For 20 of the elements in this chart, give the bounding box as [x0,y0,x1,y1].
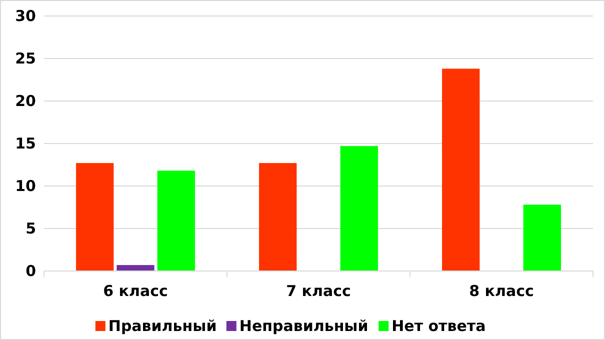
bar [76,163,114,271]
y-tick-label: 20 [15,92,36,110]
bar [259,163,297,271]
bar [116,265,154,271]
bar [340,146,378,271]
bar [523,204,561,271]
bar [442,68,480,271]
y-tick-label: 15 [15,134,36,152]
legend-label: Правильный [108,317,217,335]
y-tick-label: 25 [15,50,36,68]
x-tick-label: 7 класс [286,282,351,300]
y-tick-label: 30 [15,7,36,25]
legend-label: Неправильный [239,317,368,335]
legend-label: Нет ответа [392,317,486,335]
y-tick-label: 0 [26,262,36,280]
y-tick-label: 10 [15,177,36,195]
x-tick-label: 8 класс [469,282,534,300]
x-tick-label: 6 класс [103,282,168,300]
y-tick-label: 5 [26,220,36,238]
bar [157,170,195,271]
